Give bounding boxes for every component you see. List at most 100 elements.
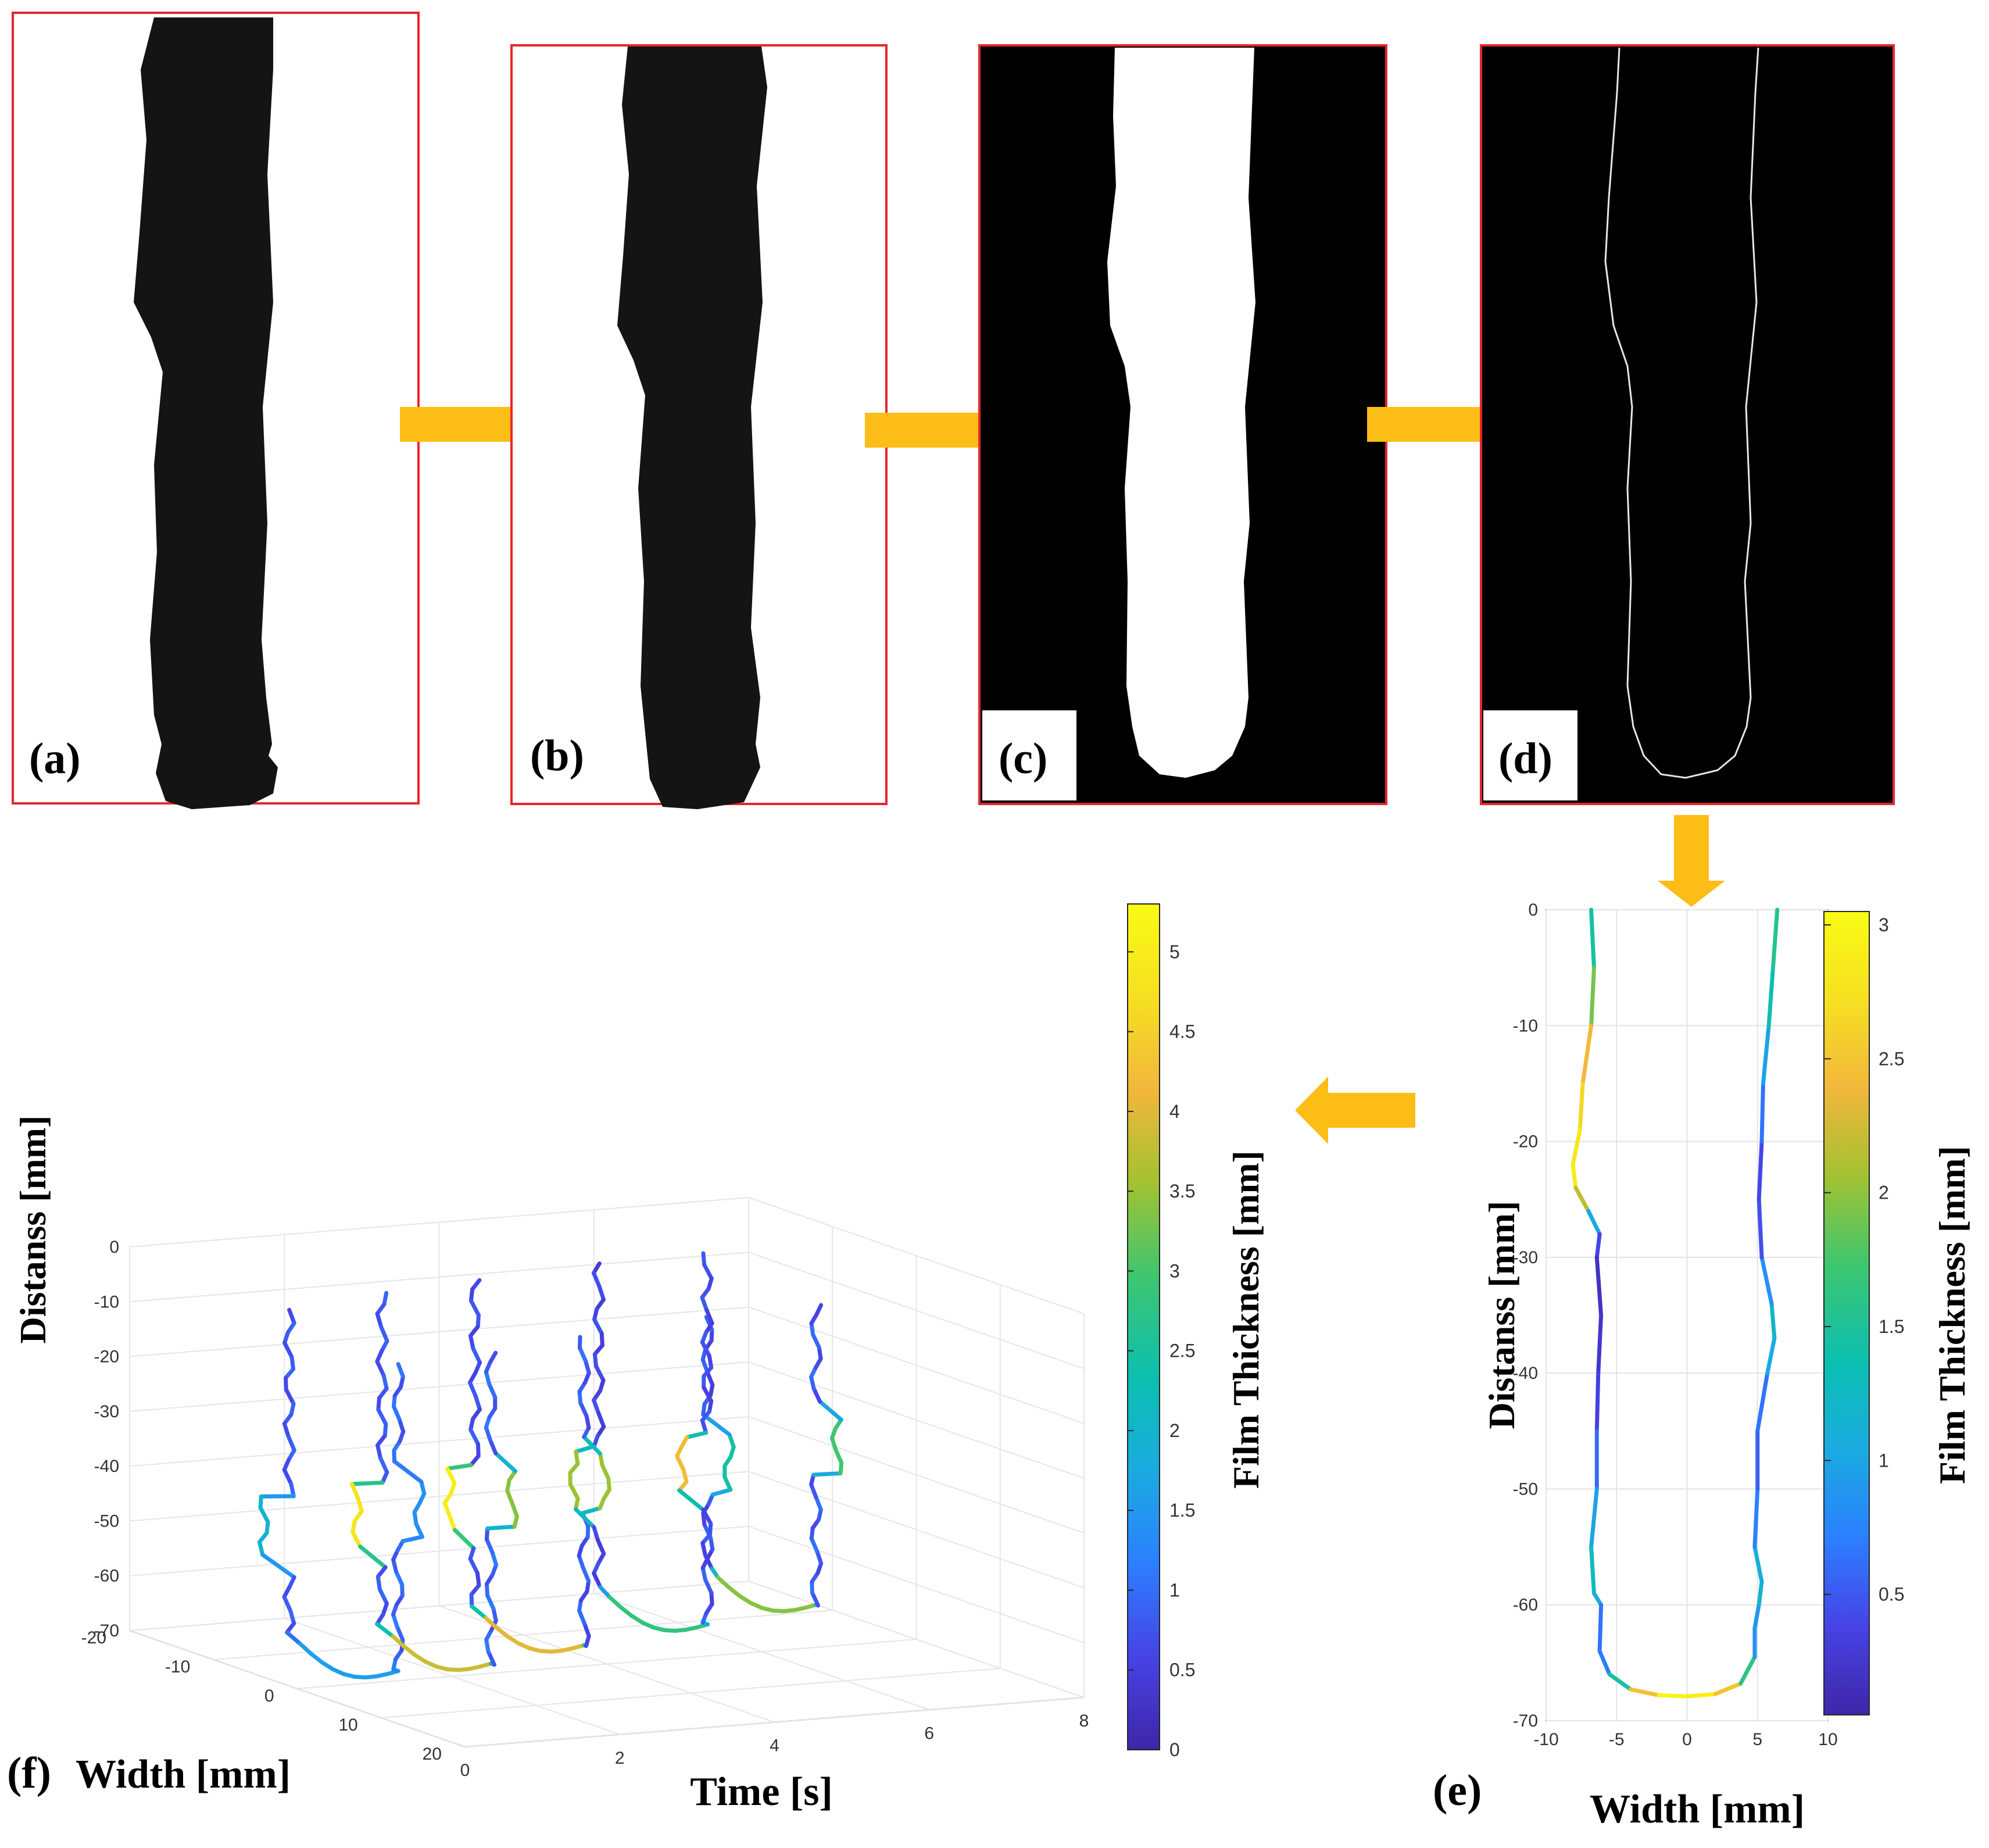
panel-f-profile-segment [394, 1570, 405, 1587]
panel-e-y-tick: -50 [1513, 1479, 1538, 1499]
panel-f-profile-segment [485, 1524, 517, 1531]
panel-f-profile-segment [452, 1528, 476, 1550]
panel-f-profile-segment [577, 1553, 586, 1571]
panel-f-profile-segment [375, 1359, 386, 1378]
panel-f-profile-segment [445, 1463, 473, 1471]
panel-f-grid-line [464, 1697, 1085, 1747]
panel-e-x-tick: 0 [1682, 1730, 1692, 1749]
panel-e-x-tick: -10 [1533, 1730, 1558, 1749]
panel-e-profile-segment [1629, 1687, 1661, 1697]
panel-f-profile-segment [289, 1481, 296, 1499]
panel-e-colorbar-tick: 1 [1879, 1450, 1889, 1471]
panel-f-z-tick: -20 [94, 1347, 119, 1367]
panel-e-profile-segment [1766, 966, 1775, 1028]
panel-f-x-tick: 2 [615, 1749, 625, 1768]
panel-f-x-axis-label: Time [s] [690, 1770, 833, 1814]
panel-f-profile-segment [704, 1308, 714, 1325]
panel-f-profile-segment [392, 1459, 424, 1484]
panel-f-profile-segment [381, 1373, 389, 1391]
panel-e-x-tick: -5 [1609, 1730, 1625, 1749]
panel-e-profile-segment [1757, 1579, 1764, 1607]
panel-f-profile-segment [379, 1325, 389, 1343]
panel-f-profile-segment [577, 1335, 582, 1350]
panel-e-profile-segment [1765, 1336, 1777, 1375]
panel-f-z-tick: -50 [94, 1511, 119, 1531]
panel-d-label-box [1483, 710, 1577, 800]
panel-f-profile-segment [396, 1362, 405, 1379]
panel-d: (d) [1480, 44, 1895, 805]
panel-e-profile-segment [1738, 1654, 1757, 1686]
panel-f-profile-segment [818, 1399, 843, 1422]
panel-f-profile-segment [809, 1482, 818, 1499]
panel-f-profile-segment [815, 1549, 824, 1566]
panel-f-profile-segment [282, 1421, 291, 1439]
panel-f-profile-segment [484, 1425, 492, 1442]
panel-f-grid-line [297, 1639, 917, 1689]
panel-f-profile-segment [700, 1340, 711, 1358]
panel-f-grid-line [129, 1581, 749, 1631]
panel-f-profile-segment [578, 1400, 589, 1418]
panel-f-profile-segment [505, 1634, 521, 1646]
panel-e-profile-segment [1752, 1545, 1764, 1584]
panel-e-profile-segment [1577, 1081, 1585, 1132]
panel-f-z-axis-label: Distanss [mm] [12, 1116, 53, 1344]
panel-f-colorbar-tick: 3 [1169, 1260, 1180, 1281]
panel-b-film-image [617, 47, 767, 809]
panel-f-profile-segment [701, 1412, 732, 1437]
panel-f-profile-segment [505, 1488, 514, 1506]
panel-f-profile-segment [468, 1299, 481, 1317]
panel-f-profile-segment [470, 1604, 488, 1620]
panel-e-profile-segment [1589, 907, 1596, 970]
panel-e: 0-10-20-30-40-50-60-70 -10 -5 0 5 10 Distans… [1433, 900, 1973, 1832]
panel-f-ticks: 0 -10 -20 -30 -40 -50 -60 -70 0 2 4 6 8 -20 -10 0 10 20 [81, 1238, 1089, 1780]
panel-e-profile-segment [1589, 1545, 1596, 1596]
panel-e-profile-segment [1713, 1681, 1743, 1696]
panel-f-profile-segment [258, 1506, 270, 1524]
panel-c-label-box [982, 710, 1076, 800]
panel-f-profile-segment [475, 1571, 481, 1588]
panel-e-y-tick: -20 [1513, 1132, 1538, 1152]
panel-f-profile-segment [574, 1449, 580, 1466]
panel-f-profile-segment [574, 1444, 596, 1454]
panel-e-y-tick: -10 [1513, 1016, 1538, 1035]
panel-e-profile-segment [1759, 1255, 1774, 1306]
panel-f-profile-segment [350, 1529, 363, 1549]
panel-f-colorbar-tick: 2.5 [1169, 1341, 1195, 1361]
panel-f-profile-segment [591, 1271, 602, 1289]
panel-f-profile-segment [442, 1501, 452, 1519]
panel-f-profile-segment [375, 1443, 383, 1460]
panel-f-y-tick: 0 [264, 1686, 274, 1706]
panel-e-profile-segment [1757, 1139, 1764, 1202]
panel-f-profile-segment [814, 1495, 823, 1512]
panel-f-profile-segment [618, 1605, 634, 1618]
panel-c-label: (c) [999, 734, 1047, 783]
panel-e-colorbar-label: Film Thickness [mm] [1931, 1146, 1973, 1484]
panel-f-x-tick: 4 [770, 1736, 779, 1756]
arrow-e-to-f [1295, 1077, 1415, 1144]
panel-e-y-tick: -30 [1513, 1248, 1538, 1267]
panel-f-profile-segment [356, 1496, 364, 1514]
panel-e-colorbar-tick: 2.5 [1879, 1048, 1904, 1069]
panel-e-y-tick: -40 [1513, 1364, 1538, 1383]
panel-e-profile-segment [1573, 1185, 1591, 1213]
panel-f-x-tick: 0 [460, 1761, 470, 1780]
panel-c-binary-film [1107, 48, 1255, 778]
panel-f-profile-segment [490, 1550, 499, 1567]
panel-f-profile-segment [738, 1594, 753, 1605]
panel-d-frame [1480, 44, 1895, 805]
panel-f-colorbar-tick: 0.5 [1169, 1660, 1195, 1681]
panel-f-profile-segment [448, 1514, 457, 1532]
panel-f-profile-segment [727, 1585, 742, 1599]
panel-f-y-tick: -20 [81, 1628, 106, 1647]
panel-a: (a) [12, 12, 420, 809]
panel-f-profile-segment [419, 1479, 427, 1496]
panel-f-profile-segment [574, 1507, 596, 1529]
panel-f-profile-segment [727, 1432, 736, 1449]
panel-f-profile-segment [814, 1303, 824, 1317]
panel-f-profile-segment [491, 1606, 498, 1623]
panel-f-y-tick: -10 [165, 1657, 190, 1677]
panel-e-y-tick: -60 [1513, 1596, 1538, 1615]
panel-f-profile-segment [286, 1434, 296, 1453]
